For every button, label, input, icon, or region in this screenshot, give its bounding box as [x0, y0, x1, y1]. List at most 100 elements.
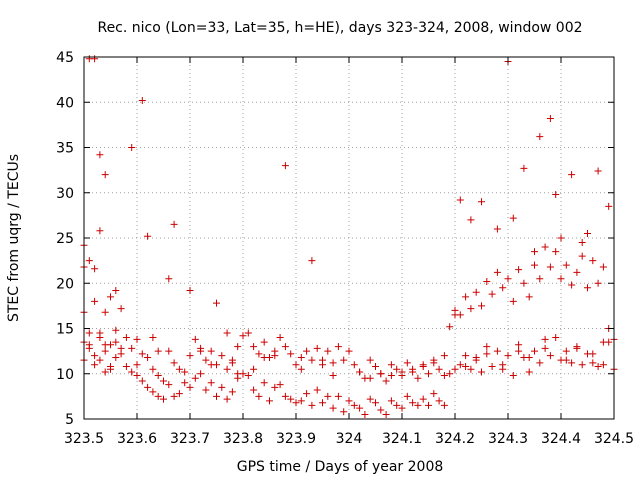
data-point: [387, 372, 395, 380]
data-point: [297, 365, 305, 373]
data-point: [440, 352, 448, 360]
data-point: [531, 248, 538, 256]
data-point: [292, 399, 300, 407]
data-point: [319, 361, 326, 369]
data-point: [382, 377, 390, 385]
data-point: [149, 388, 157, 396]
data-point: [414, 374, 422, 382]
data-point: [552, 248, 560, 256]
data-point: [276, 381, 284, 389]
data-point: [165, 381, 173, 389]
data-point: [313, 386, 321, 394]
data-point: [531, 261, 538, 269]
y-tick-label: 20: [56, 276, 74, 292]
y-tick-label: 35: [56, 141, 74, 157]
data-point: [329, 372, 337, 380]
data-point: [181, 379, 189, 387]
data-point: [165, 275, 173, 283]
data-point: [456, 196, 464, 204]
data-point: [568, 359, 576, 367]
data-point: [451, 365, 459, 373]
data-point: [456, 361, 464, 369]
x-tick-label: 324.2: [435, 431, 475, 447]
data-point: [493, 225, 501, 233]
data-point: [334, 392, 342, 400]
y-axis-label: STEC from uqrg / TECUs: [6, 154, 22, 322]
y-tick-label: 45: [56, 50, 74, 66]
data-point: [228, 388, 236, 396]
data-point: [398, 404, 406, 412]
data-point: [504, 352, 512, 360]
data-point: [599, 361, 607, 369]
data-point: [345, 397, 353, 405]
data-point: [297, 353, 305, 361]
data-point: [584, 229, 591, 237]
data-point: [250, 343, 258, 351]
x-tick-labels: 323.5 323.6 323.7 323.8 323.9 324 324.1 324.2 32…: [64, 431, 634, 447]
data-point: [557, 234, 565, 242]
data-point: [541, 344, 549, 352]
data-point: [197, 344, 205, 352]
data-point: [128, 344, 136, 352]
data-point: [578, 252, 586, 260]
data-point: [91, 352, 99, 360]
data-point: [462, 293, 470, 301]
data-point: [430, 390, 438, 398]
data-point: [531, 347, 538, 355]
x-tick-label: 323.8: [223, 431, 263, 447]
data-point: [541, 335, 549, 343]
data-point: [122, 363, 130, 371]
data-point: [319, 399, 326, 407]
data-point: [483, 343, 491, 351]
data-point: [578, 361, 586, 369]
data-point: [117, 344, 125, 352]
x-tick-label: 323.7: [170, 431, 210, 447]
data-point: [493, 347, 501, 355]
data-point: [509, 214, 517, 222]
data-point: [101, 171, 109, 179]
data-point: [122, 334, 130, 342]
data-point: [509, 372, 517, 380]
data-point: [266, 397, 273, 405]
data-point: [234, 370, 242, 378]
data-point: [340, 356, 348, 364]
data-point: [186, 383, 194, 391]
y-tick-label: 5: [65, 412, 74, 428]
data-point: [478, 302, 485, 310]
chart-title: Rec. nico (Lon=33, Lat=35, h=HE), days 3…: [97, 20, 582, 36]
data-point: [520, 164, 528, 172]
data-point: [149, 334, 157, 342]
data-point: [472, 288, 480, 296]
data-point: [202, 356, 210, 364]
data-point: [419, 395, 427, 403]
data-point: [101, 368, 109, 376]
data-point: [562, 347, 570, 355]
data-point: [536, 275, 544, 283]
data-point: [403, 392, 411, 400]
data-point: [244, 372, 252, 380]
data-point: [181, 368, 189, 376]
data-point: [467, 305, 475, 313]
data-point: [536, 359, 544, 367]
data-point: [568, 281, 576, 289]
data-point: [303, 390, 311, 398]
data-point: [287, 395, 295, 403]
data-point: [509, 297, 517, 305]
grid-lines: [84, 57, 614, 419]
data-point: [377, 406, 385, 414]
data-point: [387, 397, 395, 405]
data-point: [239, 332, 247, 340]
data-point: [91, 297, 99, 305]
data-point: [85, 257, 93, 265]
data-point: [308, 401, 316, 409]
data-points: [80, 55, 618, 418]
data-point: [281, 343, 289, 351]
data-point: [154, 347, 162, 355]
data-point: [387, 361, 395, 369]
data-point: [255, 392, 263, 400]
data-point: [478, 198, 485, 206]
data-point: [101, 341, 109, 349]
data-point: [414, 401, 422, 409]
data-point: [165, 347, 173, 355]
